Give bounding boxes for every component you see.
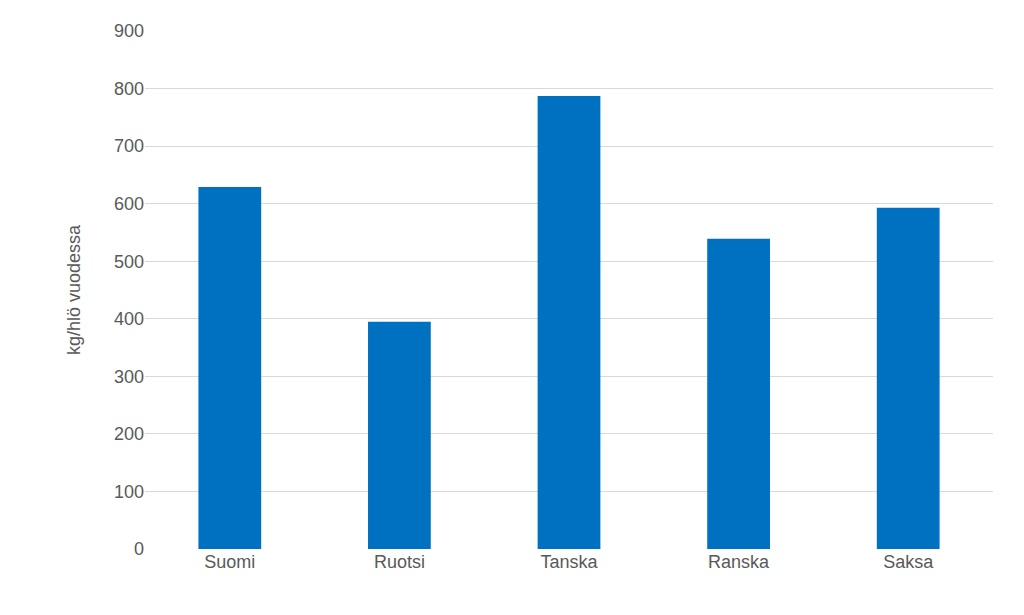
svg-text:900: 900 (114, 21, 144, 41)
svg-text:0: 0 (134, 539, 144, 559)
svg-text:300: 300 (114, 367, 144, 387)
svg-text:600: 600 (114, 194, 144, 214)
svg-text:Suomi: Suomi (204, 552, 255, 572)
svg-text:800: 800 (114, 79, 144, 99)
svg-text:400: 400 (114, 309, 144, 329)
svg-text:500: 500 (114, 252, 144, 272)
svg-text:kg/hlö vuodessa: kg/hlö vuodessa (64, 224, 84, 355)
svg-text:Saksa: Saksa (883, 552, 934, 572)
svg-text:Ranska: Ranska (708, 552, 770, 572)
svg-text:700: 700 (114, 136, 144, 156)
svg-text:100: 100 (114, 482, 144, 502)
svg-text:Tanska: Tanska (540, 552, 598, 572)
svg-text:200: 200 (114, 424, 144, 444)
svg-text:Ruotsi: Ruotsi (374, 552, 425, 572)
